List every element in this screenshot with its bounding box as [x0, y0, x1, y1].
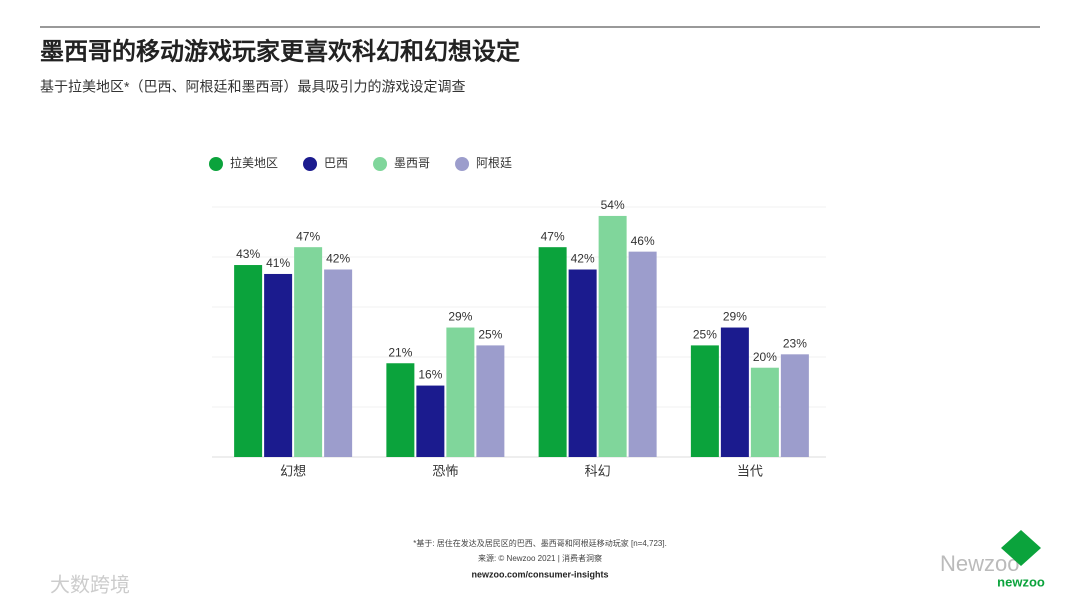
x-tick-label: 幻想 [280, 463, 306, 478]
data-label: 42% [571, 252, 595, 266]
bar [568, 269, 597, 457]
bar [538, 247, 567, 457]
logo-text: newzoo [997, 574, 1045, 589]
data-label: 20% [753, 350, 777, 364]
x-tick-label: 恐怖 [432, 463, 458, 478]
data-label: 41% [266, 256, 290, 270]
bar [598, 215, 627, 457]
bar [780, 354, 809, 457]
data-label: 16% [418, 368, 442, 382]
bar [750, 367, 779, 457]
data-label: 46% [631, 234, 655, 248]
data-label: 21% [388, 345, 412, 359]
bar [628, 251, 657, 457]
x-tick-label: 当代 [737, 463, 763, 478]
logo: newzoo [997, 530, 1045, 589]
chart-subtitle: 基于拉美地区*（巴西、阿根廷和墨西哥）最具吸引力的游戏设定调查 [40, 79, 465, 95]
legend-label: 墨西哥 [394, 156, 430, 170]
legend-swatch [303, 157, 318, 171]
legend-label: 巴西 [324, 156, 348, 170]
source: 来源: © Newzoo 2021 | 消费者洞察 [478, 553, 602, 563]
chart-title: 墨西哥的移动游戏玩家更喜欢科幻和幻想设定 [40, 37, 520, 65]
data-label: 47% [541, 229, 565, 243]
bar [416, 385, 445, 457]
bar [294, 247, 323, 457]
watermark: Newzoo [940, 551, 1019, 576]
bar [476, 345, 505, 457]
data-label: 54% [601, 198, 625, 212]
bar [264, 273, 293, 457]
x-tick-label: 科幻 [585, 463, 611, 478]
data-label: 29% [723, 310, 747, 324]
watermark: 大数跨境 [50, 573, 130, 596]
bar [446, 327, 475, 457]
data-label: 23% [783, 336, 807, 350]
data-label: 25% [693, 328, 717, 342]
bar [720, 327, 749, 457]
data-label: 42% [326, 252, 350, 266]
logo-mark [1001, 530, 1041, 566]
bar [324, 269, 353, 457]
bar [234, 265, 263, 457]
legend-swatch [209, 157, 223, 171]
data-label: 47% [296, 229, 320, 243]
legend-label: 拉美地区 [230, 155, 278, 170]
data-label: 29% [448, 310, 472, 324]
source-url: newzoo.com/consumer-insights [471, 569, 608, 579]
data-label: 43% [236, 247, 260, 261]
legend-label: 阿根廷 [476, 156, 512, 170]
data-label: 25% [478, 328, 502, 342]
legend-swatch [373, 157, 388, 171]
footnote: *基于: 居住在发达及居民区的巴西、墨西哥和阿根廷移动玩家 [n=4,723]. [413, 538, 667, 548]
legend-swatch [455, 157, 470, 171]
bar [386, 363, 415, 457]
bar [690, 345, 719, 457]
